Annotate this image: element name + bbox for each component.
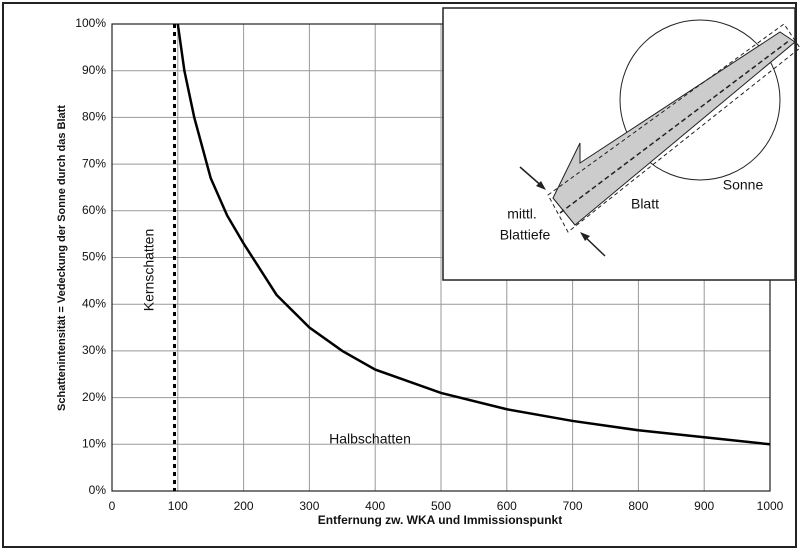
y-tick-label: 70%	[82, 156, 106, 170]
sun-label: Sonne	[723, 177, 764, 193]
blade-label: Blatt	[631, 196, 659, 212]
y-tick-label: 90%	[82, 63, 106, 77]
y-tick-label: 0%	[89, 483, 107, 497]
y-tick-label: 60%	[82, 203, 106, 217]
annotation: Halbschatten	[329, 431, 411, 447]
y-tick-label: 50%	[82, 250, 106, 264]
arrow-head	[580, 232, 590, 241]
blade-bounds	[547, 23, 800, 233]
x-tick-label: 100	[168, 499, 188, 513]
x-tick-label: 1000	[757, 499, 784, 513]
x-tick-label: 900	[694, 499, 714, 513]
x-tick-label: 0	[109, 499, 116, 513]
x-tick-label: 700	[563, 499, 583, 513]
curve	[176, 23, 771, 446]
arrow-head	[536, 181, 546, 190]
y-tick-label: 80%	[82, 110, 106, 124]
y-tick-label: 20%	[82, 390, 106, 404]
x-tick-label: 400	[365, 499, 385, 513]
y-tick-label: 100%	[75, 16, 106, 30]
depth-label: Blattiefe	[500, 227, 551, 243]
x-tick-label: 200	[234, 499, 254, 513]
y-tick-label: 30%	[82, 343, 106, 357]
y-tick-label: 40%	[82, 296, 106, 310]
depth-label: mittl.	[507, 206, 537, 222]
x-tick-label: 800	[628, 499, 648, 513]
x-tick-label: 500	[431, 499, 451, 513]
blade-shape	[552, 31, 796, 226]
inset: Sonne Blatt mittl. Blattiefe	[442, 7, 800, 281]
y-axis-label: Schattenintensität = Vedeckung der Sonne…	[56, 105, 68, 411]
plot	[173, 23, 771, 491]
annotation: Kernschatten	[141, 229, 157, 312]
x-tick-label: 300	[299, 499, 319, 513]
y-tick-label: 10%	[82, 436, 106, 450]
sun-circle	[619, 19, 781, 181]
x-tick-label: 600	[497, 499, 517, 513]
x-axis-label: Entfernung zw. WKA und Immissionspunkt	[318, 513, 562, 527]
